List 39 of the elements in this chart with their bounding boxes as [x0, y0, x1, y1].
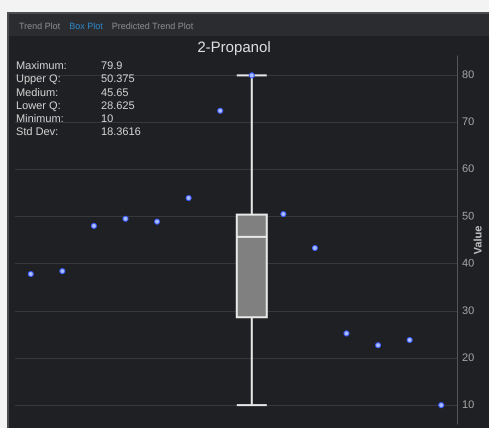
annotation: Maximum:: [16, 60, 68, 74]
point: [406, 337, 413, 344]
annotation: 18.3616: [101, 126, 141, 140]
y-tick-label: 10: [462, 399, 474, 412]
point: [90, 222, 97, 229]
text: Trend Plot: [19, 21, 60, 32]
annotation: 10: [101, 113, 114, 126]
point: [438, 402, 444, 408]
y-axis-title: Value: [472, 226, 484, 254]
y-tick-label: 50: [462, 210, 474, 222]
point: [28, 270, 34, 277]
annotation: Std Dev:: [16, 126, 60, 140]
annotation: 28.625: [101, 100, 136, 114]
annotation: 45.65: [101, 86, 130, 100]
annotation: Upper Q:: [16, 73, 62, 87]
point: [375, 342, 382, 348]
point: [248, 72, 255, 78]
point: [344, 330, 350, 336]
text: Predicted Trend Plot: [112, 21, 194, 32]
point: [186, 195, 192, 202]
y-tick-label: 70: [462, 116, 474, 128]
annotation: 50.375: [101, 73, 136, 87]
point: [59, 268, 66, 274]
annotation: 79.9: [101, 60, 124, 74]
point: [280, 211, 286, 218]
y-tick-label: 40: [462, 258, 474, 270]
point: [154, 218, 160, 225]
y-tick-label: 30: [462, 304, 474, 317]
annotation: Medium:: [16, 86, 60, 100]
annotation: Minimum:: [16, 113, 65, 126]
point: [217, 108, 224, 114]
y-tick-label: 20: [462, 352, 474, 364]
point: [312, 245, 318, 252]
point: [122, 216, 128, 222]
y-tick-label: 60: [462, 163, 474, 176]
text: Box Plot: [69, 21, 103, 32]
y-tick-label: 80: [462, 68, 474, 81]
annotation: Lower Q:: [16, 100, 62, 114]
chart-title: 2-Propanol: [197, 39, 271, 56]
